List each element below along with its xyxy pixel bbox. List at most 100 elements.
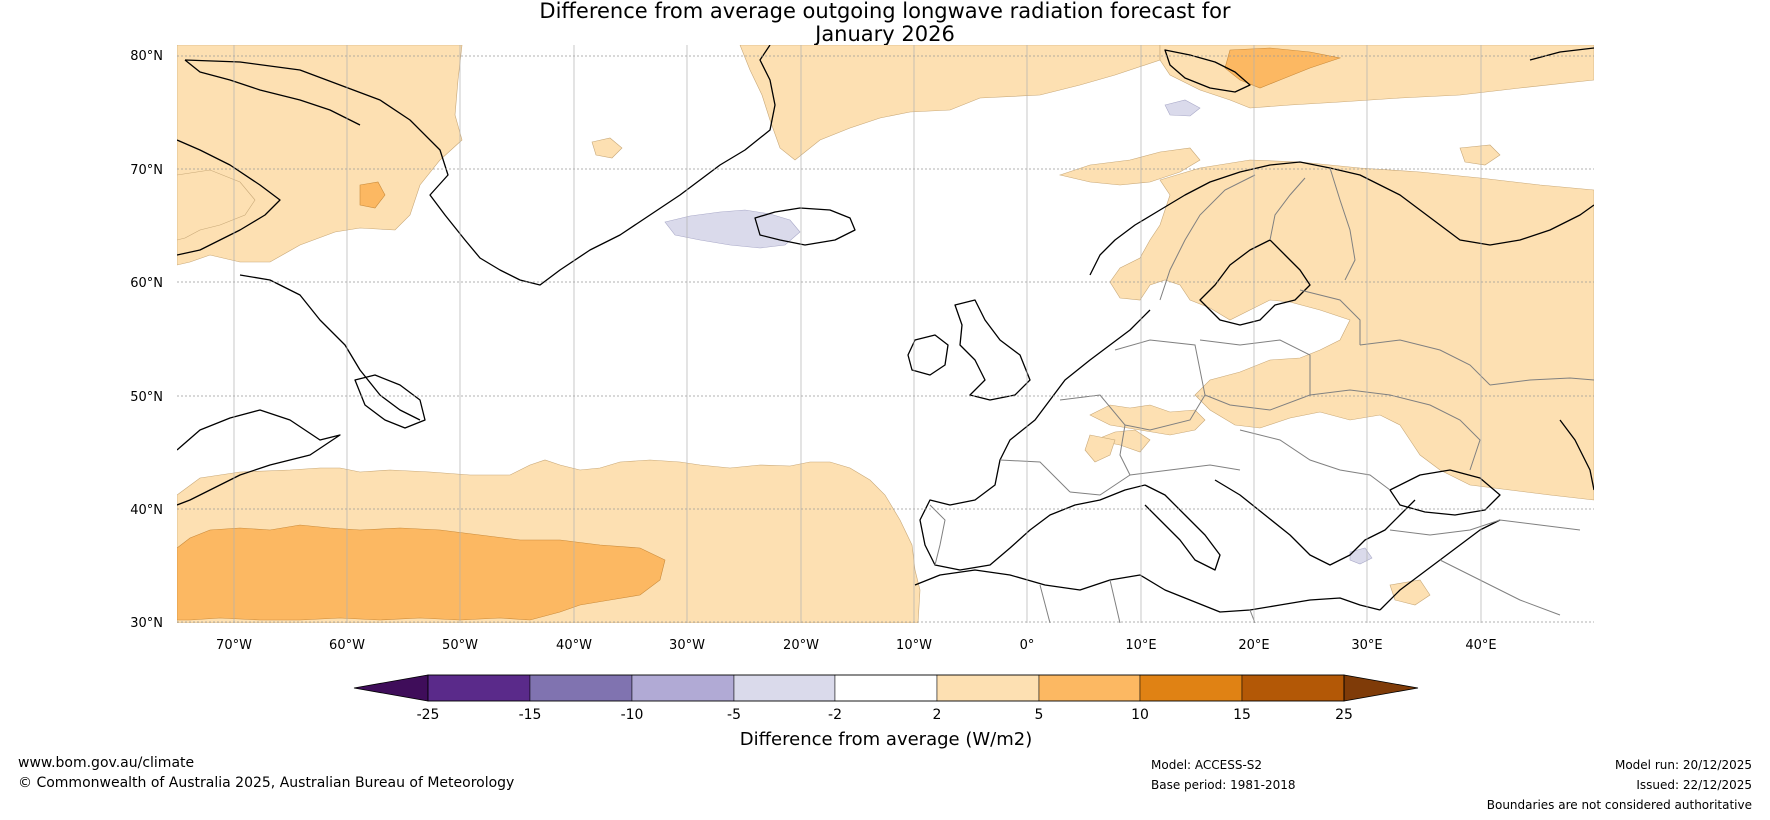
colorbar-extend-high — [1343, 674, 1419, 702]
lon-label-20w: 20°W — [783, 638, 819, 653]
lon-label-20e: 20°E — [1238, 638, 1269, 653]
colorbar-tick-5: 2 — [933, 707, 942, 723]
lon-label-30e: 30°E — [1351, 638, 1382, 653]
map-title-line1: Difference from average outgoing longwav… — [539, 0, 1231, 23]
longitude-labels: 70°W 60°W 50°W 40°W 30°W 20°W 10°W 0° 10… — [216, 638, 1497, 653]
border-france — [1059, 394, 1131, 496]
colorbar-tick-1: -15 — [519, 707, 542, 723]
anomaly-region-small-ice — [591, 137, 623, 159]
anomaly-region-iceland-south — [664, 209, 801, 249]
colorbar-tick-7: 10 — [1131, 707, 1149, 723]
border-germany — [1114, 339, 1206, 431]
anomaly-region-subtropical-atlantic-core — [177, 524, 666, 621]
anomaly-region-central-europe — [1089, 404, 1206, 436]
colorbar-segment-3 — [631, 674, 735, 702]
coastline-balkans — [1214, 479, 1416, 566]
border-turkey — [1389, 519, 1581, 536]
anomaly-region-iberia-north — [1084, 434, 1116, 463]
lon-label-0: 0° — [1020, 638, 1035, 653]
colorbar-tick-6: 5 — [1035, 707, 1044, 723]
footer-website: www.bom.gov.au/climate — [18, 755, 195, 771]
lat-label-30: 30°N — [130, 616, 163, 631]
coastline-baltic — [1199, 239, 1311, 326]
anomaly-region-svalbard-south — [1164, 99, 1201, 117]
colorbar-tick-9: 25 — [1335, 707, 1353, 723]
coastline-great-britain — [954, 299, 1031, 401]
colorbar-segment-6 — [936, 674, 1040, 702]
border-iberia — [999, 459, 1071, 493]
latitude-labels: 80°N 70°N 60°N 50°N 40°N 30°N — [130, 49, 163, 631]
latitude-lines — [177, 55, 1594, 623]
border-poland — [1199, 339, 1311, 411]
lat-label-80: 80°N — [130, 49, 163, 64]
lon-label-40w: 40°W — [556, 638, 592, 653]
colorbar-outline — [427, 674, 1345, 702]
border-russia-kazakh — [1489, 377, 1594, 386]
border-finland-russia — [1329, 167, 1356, 281]
coastline-north-america-east — [177, 409, 341, 506]
border-alps — [1129, 464, 1241, 476]
colorbar-segment-9 — [1241, 674, 1345, 702]
border-middle-east — [1439, 559, 1561, 616]
coastline-scandinavia — [1089, 161, 1594, 276]
map-title: Difference from average outgoing longwav… — [45, 0, 1725, 46]
lat-label-70: 70°N — [130, 163, 163, 178]
border-portugal — [929, 504, 946, 566]
lon-label-50w: 50°W — [442, 638, 478, 653]
anomaly-region-aegean — [1349, 547, 1373, 565]
coastline-baffin — [177, 139, 281, 256]
anomaly-region-arctic-patch — [359, 181, 386, 209]
lat-label-50: 50°N — [130, 390, 163, 405]
colorbar-tick-2: -10 — [621, 707, 644, 723]
colorbar-tick-0: -25 — [417, 707, 440, 723]
coastline-north-africa — [914, 569, 1381, 613]
map-area — [177, 45, 1594, 623]
colorbar: -25 -15 -10 -5 -2 2 5 10 15 25 Differenc… — [353, 674, 1419, 750]
colorbar-segment-8 — [1139, 674, 1243, 702]
anomaly-region-norwegian-sea — [1058, 147, 1201, 186]
lon-label-40e: 40°E — [1465, 638, 1496, 653]
coastline-europe-west — [919, 309, 1151, 571]
colorbar-tick-4: -2 — [828, 707, 842, 723]
anomaly-region-baffin — [177, 169, 256, 241]
map-title-line2: January 2026 — [815, 22, 955, 46]
colorbar-segment-5 — [834, 674, 938, 702]
border-baltics — [1299, 289, 1361, 345]
coastline-labrador — [239, 274, 421, 421]
border-sweden-finland — [1269, 177, 1306, 241]
coastline-caspian — [1559, 419, 1594, 491]
anomaly-region-scandinavia-russia — [1109, 159, 1594, 501]
colorbar-tick-labels: -25 -15 -10 -5 -2 2 5 10 15 25 — [417, 707, 1353, 723]
border-north-africa-1 — [1039, 584, 1051, 623]
anomaly-region-small-east — [1459, 144, 1501, 166]
coastline-greenland-north — [184, 59, 361, 126]
coastline-italy — [1144, 484, 1221, 571]
coastline-iceland — [754, 207, 856, 246]
colorbar-tick-3: -5 — [727, 707, 741, 723]
lat-label-40: 40°N — [130, 503, 163, 518]
border-balkans — [1239, 429, 1391, 491]
anomaly-region-greenland-sea — [739, 45, 1161, 161]
footer-issued: Issued: 22/12/2025 — [1636, 778, 1752, 792]
colorbar-segment-4 — [733, 674, 836, 702]
footer-copyright: © Commonwealth of Australia 2025, Austra… — [18, 775, 515, 791]
colorbar-segment-1 — [427, 674, 531, 702]
lon-label-70w: 70°W — [216, 638, 252, 653]
lon-label-10e: 10°E — [1125, 638, 1156, 653]
anomaly-neg-5-neg-2-regions — [664, 99, 1373, 565]
footer-model-run: Model run: 20/12/2025 — [1614, 758, 1752, 772]
border-ukraine — [1309, 389, 1481, 471]
border-norway-sweden — [1159, 174, 1256, 301]
colorbar-extend-low — [353, 674, 429, 702]
anomaly-region-levant — [1389, 579, 1431, 606]
coastline-black-sea — [1389, 469, 1501, 516]
coastlines — [177, 45, 1594, 613]
colorbar-tick-8: 15 — [1233, 707, 1251, 723]
footer-base-period: Base period: 1981-2018 — [1151, 778, 1296, 792]
coastline-svalbard — [1164, 49, 1251, 93]
lon-label-60w: 60°W — [329, 638, 365, 653]
coastline-ireland — [907, 334, 949, 376]
border-north-africa-2 — [1109, 579, 1121, 623]
